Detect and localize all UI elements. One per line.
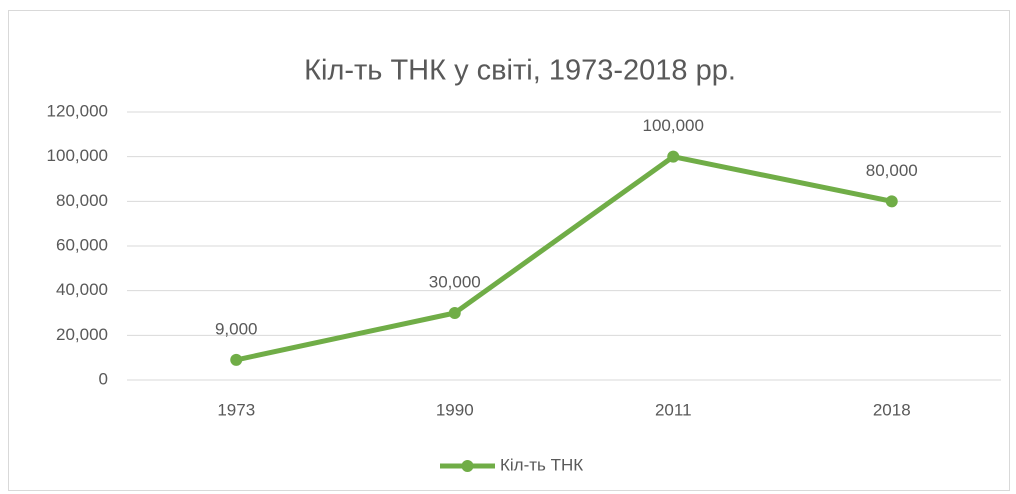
y-tick-label: 80,000 [56, 191, 108, 210]
y-tick-label: 40,000 [56, 280, 108, 299]
point [667, 150, 680, 163]
point [885, 195, 898, 208]
y-tick-label: 0 [99, 369, 108, 388]
chart-border [8, 10, 1010, 491]
data-label: 80,000 [866, 161, 918, 180]
point [230, 353, 243, 366]
y-tick-label: 120,000 [47, 101, 108, 120]
chart-title: Кіл-ть ТНК у світі, 1973-2018 рр. [304, 55, 736, 87]
x-tick-label: 1990 [436, 400, 474, 419]
y-tick-label: 60,000 [56, 235, 108, 254]
x-tick-label: 1973 [217, 400, 255, 419]
data-label: 30,000 [429, 272, 481, 291]
data-label: 9,000 [215, 319, 258, 338]
x-tick-label: 2011 [655, 400, 692, 419]
line [235, 154, 893, 363]
y-tick-label: 20,000 [56, 325, 108, 344]
y-tick-label: 100,000 [47, 146, 108, 165]
point [448, 307, 461, 319]
legend-label: Кіл-ть ТНК [500, 455, 583, 474]
legend-marker [461, 460, 474, 472]
data-label: 100,000 [643, 116, 704, 135]
x-tick-label: 2018 [873, 400, 911, 419]
